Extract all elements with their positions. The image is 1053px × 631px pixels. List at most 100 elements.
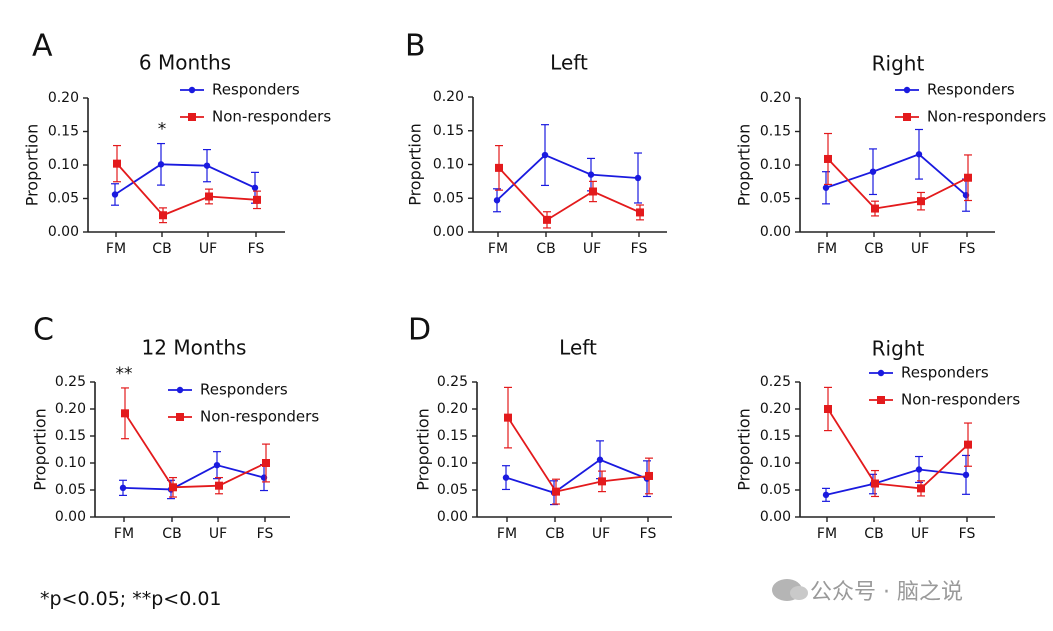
chart-title: Right [872, 52, 925, 76]
y-tick-label: 0.15 [437, 428, 468, 444]
data-point [502, 474, 510, 481]
x-tick-label: FS [631, 241, 648, 257]
legend-label: Non-responders [927, 108, 1046, 126]
legend-marker [877, 396, 885, 404]
series-line [114, 163, 256, 196]
series-line [827, 158, 969, 210]
data-point [917, 484, 925, 493]
y-tick-label: 0.05 [760, 191, 791, 207]
series-responders [493, 124, 642, 213]
panel-letter: D [408, 313, 431, 348]
series-line [122, 464, 265, 491]
data-point [213, 461, 221, 469]
y-tick-label: 0.05 [760, 482, 791, 498]
series-responders [822, 454, 970, 502]
data-point [541, 151, 549, 159]
series-responders [111, 142, 259, 206]
y-axis-label: Proportion [23, 124, 42, 207]
significance-footnote: *p<0.05; **p<0.01 [40, 588, 222, 610]
y-tick-label: 0.00 [760, 224, 791, 240]
x-tick-label: CB [864, 526, 883, 542]
x-tick-label: UF [583, 241, 601, 257]
y-axis-label: Proportion [735, 408, 754, 491]
data-point [121, 409, 129, 418]
data-point [917, 197, 925, 206]
legend-marker [188, 86, 196, 94]
y-tick-label: 0.00 [55, 509, 86, 525]
data-point [552, 487, 560, 496]
series-non-responders [824, 132, 972, 217]
chart-title: Right [872, 337, 925, 361]
chart-panel-A-6m: A 6 Months 0.00 0.05 0.10 0.15 0.20 FM CB UF FS Pro… [23, 29, 332, 258]
data-point [645, 471, 653, 480]
x-tick-label: FM [106, 241, 126, 257]
x-tick-label: FS [959, 526, 976, 542]
data-point [587, 171, 595, 178]
data-point [822, 184, 830, 191]
x-tick-label: UF [592, 526, 610, 542]
legend: Responders Non-responders [180, 81, 331, 126]
legend-label: Non-responders [212, 108, 331, 126]
y-axis-label: Proportion [735, 124, 754, 207]
data-point [869, 168, 877, 175]
y-tick-label: 0.20 [433, 89, 464, 105]
x-tick-label: CB [536, 241, 555, 257]
legend-label: Responders [212, 81, 300, 99]
data-point [824, 405, 832, 413]
series-non-responders [121, 387, 270, 498]
data-point [964, 440, 972, 449]
wechat-icon [772, 579, 808, 601]
chart-title: Left [559, 336, 597, 360]
x-tick-label: CB [162, 526, 181, 542]
x-tick-label: CB [864, 241, 883, 257]
x-tick-label: UF [911, 241, 929, 257]
legend-label: Non-responders [901, 391, 1020, 409]
legend-marker [188, 113, 196, 121]
x-tick-label: UF [911, 526, 929, 542]
data-point [915, 151, 923, 158]
chart-panel-B-left: B Left 0.00 0.05 0.10 0.15 0.20 FM CB UF FS Proport… [405, 29, 667, 257]
data-point [157, 161, 165, 168]
y-tick-label: 0.00 [760, 509, 791, 525]
y-tick-label: 0.05 [437, 482, 468, 498]
x-tick-label: FS [248, 241, 265, 257]
y-tick-label: 0.10 [433, 157, 464, 173]
chart-panel-D-left: D Left 0.00 0.05 0.10 0.15 0.20 0.25 FM CB UF FS Pro… [408, 313, 672, 542]
x-tick-label: UF [199, 241, 217, 257]
panel-letter: B [405, 29, 426, 64]
y-tick-label: 0.10 [437, 455, 468, 471]
series-line [505, 458, 648, 494]
data-point [262, 459, 270, 467]
x-tick-label: FM [817, 241, 837, 257]
data-point [822, 491, 830, 499]
y-tick-label: 0.00 [437, 509, 468, 525]
chart-title: 6 Months [139, 51, 231, 75]
data-point [253, 195, 261, 204]
data-point [596, 456, 604, 463]
y-tick-label: 0.15 [760, 428, 791, 444]
data-point [215, 481, 223, 490]
data-point [636, 208, 644, 217]
series-line [116, 163, 258, 217]
data-point [493, 197, 501, 204]
panel-letter: C [33, 313, 54, 348]
data-point [598, 477, 606, 486]
y-tick-label: 0.25 [760, 374, 791, 390]
data-point [111, 191, 119, 198]
series-line [825, 153, 967, 196]
x-tick-label: FS [959, 241, 976, 257]
significance-marker: ** [116, 364, 133, 384]
watermark-text: 公众号 · 脑之说 [810, 580, 963, 605]
y-tick-label: 0.20 [55, 401, 86, 417]
legend-marker [903, 113, 911, 121]
y-tick-label: 0.05 [48, 191, 79, 207]
x-tick-label: FM [114, 526, 134, 542]
y-tick-label: 0.10 [760, 157, 791, 173]
y-tick-label: 0.00 [48, 224, 79, 240]
legend-marker [877, 369, 885, 377]
y-tick-label: 0.15 [55, 428, 86, 444]
series-non-responders [113, 144, 261, 224]
series-responders [502, 440, 651, 506]
data-point [543, 215, 551, 224]
